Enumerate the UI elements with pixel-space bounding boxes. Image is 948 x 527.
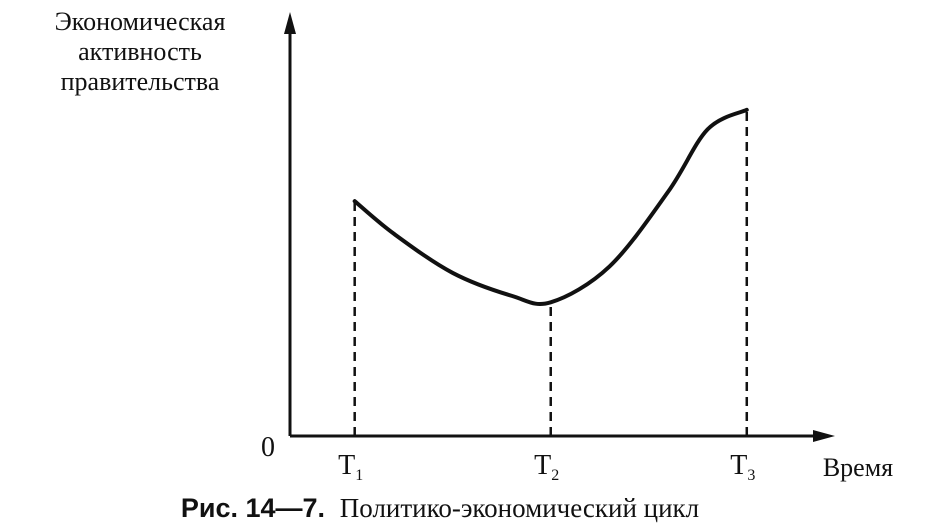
x-tick-labels: T1 T2 T3 [338,450,755,484]
x-tick-main-3: T [730,450,747,481]
x-tick-main-1: T [338,450,355,481]
origin-label: 0 [261,432,275,463]
x-axis-label: Время [823,453,893,482]
x-tick-sub-2: 2 [551,467,559,484]
y-axis-label-line-2: активность [78,37,202,66]
x-tick-main-2: T [534,450,551,481]
time-markers [353,109,749,436]
y-axis-arrow [284,12,296,34]
figure-caption-text: Политико-экономический цикл [340,493,699,523]
figure-caption-number: Рис. 14—7. [181,493,325,523]
figure-caption: Рис. 14—7. Политико-экономический цикл [181,493,699,523]
x-tick-sub-1: 1 [355,467,363,484]
series-line [352,107,749,307]
x-tick-label-3: T3 [730,450,755,484]
x-axis-arrow [813,430,835,442]
x-tick-sub-3: 3 [747,467,755,484]
x-tick-label-1: T1 [338,450,363,484]
x-tick-label-2: T2 [534,450,559,484]
y-axis-label-line-1: Экономическая [55,7,226,36]
y-axis-label-line-3: правительства [61,67,220,96]
axes [284,12,835,442]
